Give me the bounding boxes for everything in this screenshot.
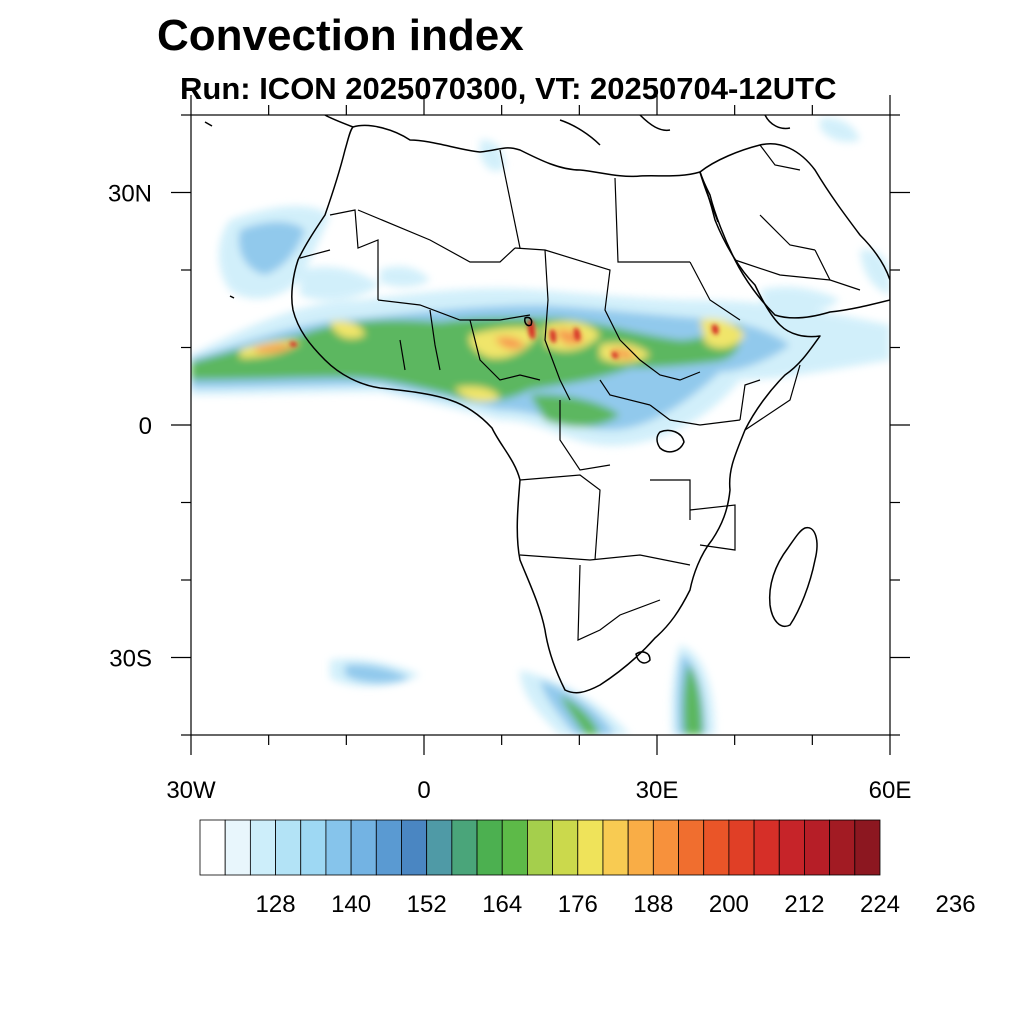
map-subtitle: Run: ICON 2025070300, VT: 20250704-12UTC — [180, 71, 837, 106]
colorbar-swatch — [249, 819, 276, 876]
colorbar-label: 236 — [936, 891, 976, 918]
lon-ticks: 30W 0 30E 60E — [166, 95, 911, 804]
colorbar-swatch — [527, 819, 553, 876]
convection-field — [191, 117, 890, 735]
colorbar-swatch — [602, 819, 629, 876]
lat-tick-label: 30N — [108, 181, 152, 208]
lon-tick-label: 30W — [166, 777, 216, 804]
map-title: Convection index — [157, 11, 524, 60]
colorbar-swatch — [678, 819, 705, 876]
colorbar-swatch — [451, 819, 478, 876]
lat-tick-label: 0 — [139, 413, 152, 440]
country-borders — [299, 144, 861, 641]
colorbar-swatch — [375, 819, 402, 876]
colorbar-label: 224 — [860, 891, 900, 918]
colorbar-swatch — [275, 819, 302, 876]
colorbar-label: 152 — [407, 891, 447, 918]
colorbar-swatch — [300, 819, 327, 876]
lon-tick-label: 30E — [636, 777, 679, 804]
colorbar-swatch — [350, 819, 377, 876]
colorbar-swatch — [199, 819, 226, 876]
colorbar-swatch — [652, 819, 679, 876]
colorbar-label: 140 — [331, 891, 371, 918]
colorbar: 128 140 152 164 176 188 200 212 224 236 — [199, 819, 976, 918]
colorbar-label: 164 — [482, 891, 522, 918]
colorbar-swatch — [753, 819, 780, 876]
colorbar-label: 200 — [709, 891, 749, 918]
lat-tick-label: 30S — [109, 646, 152, 673]
lon-tick-label: 60E — [869, 777, 912, 804]
colorbar-swatch — [552, 819, 579, 876]
lon-tick-label: 0 — [417, 777, 430, 804]
colorbar-swatch — [401, 819, 428, 876]
colorbar-swatch — [501, 819, 528, 876]
colorbar-swatch — [627, 819, 654, 876]
colorbar-label: 212 — [784, 891, 824, 918]
colorbar-swatch — [804, 819, 831, 876]
colorbar-swatch — [426, 819, 453, 876]
colorbar-swatch — [476, 819, 503, 876]
coastlines — [204, 115, 890, 694]
colorbar-swatch — [829, 819, 856, 876]
colorbar-swatch — [577, 819, 604, 876]
colorbar-label: 128 — [256, 891, 296, 918]
lat-ticks: 30N 0 30S — [108, 114, 910, 736]
colorbar-swatch — [703, 819, 730, 876]
colorbar-label: 176 — [558, 891, 598, 918]
colorbar-swatch — [325, 819, 352, 876]
colorbar-swatch — [854, 819, 881, 876]
colorbar-swatch — [728, 819, 755, 876]
map-axes: 30W 0 30E 60E 30N 0 30S — [108, 95, 911, 804]
colorbar-label: 188 — [633, 891, 673, 918]
colorbar-swatch — [778, 819, 805, 876]
colorbar-swatch — [224, 819, 251, 876]
